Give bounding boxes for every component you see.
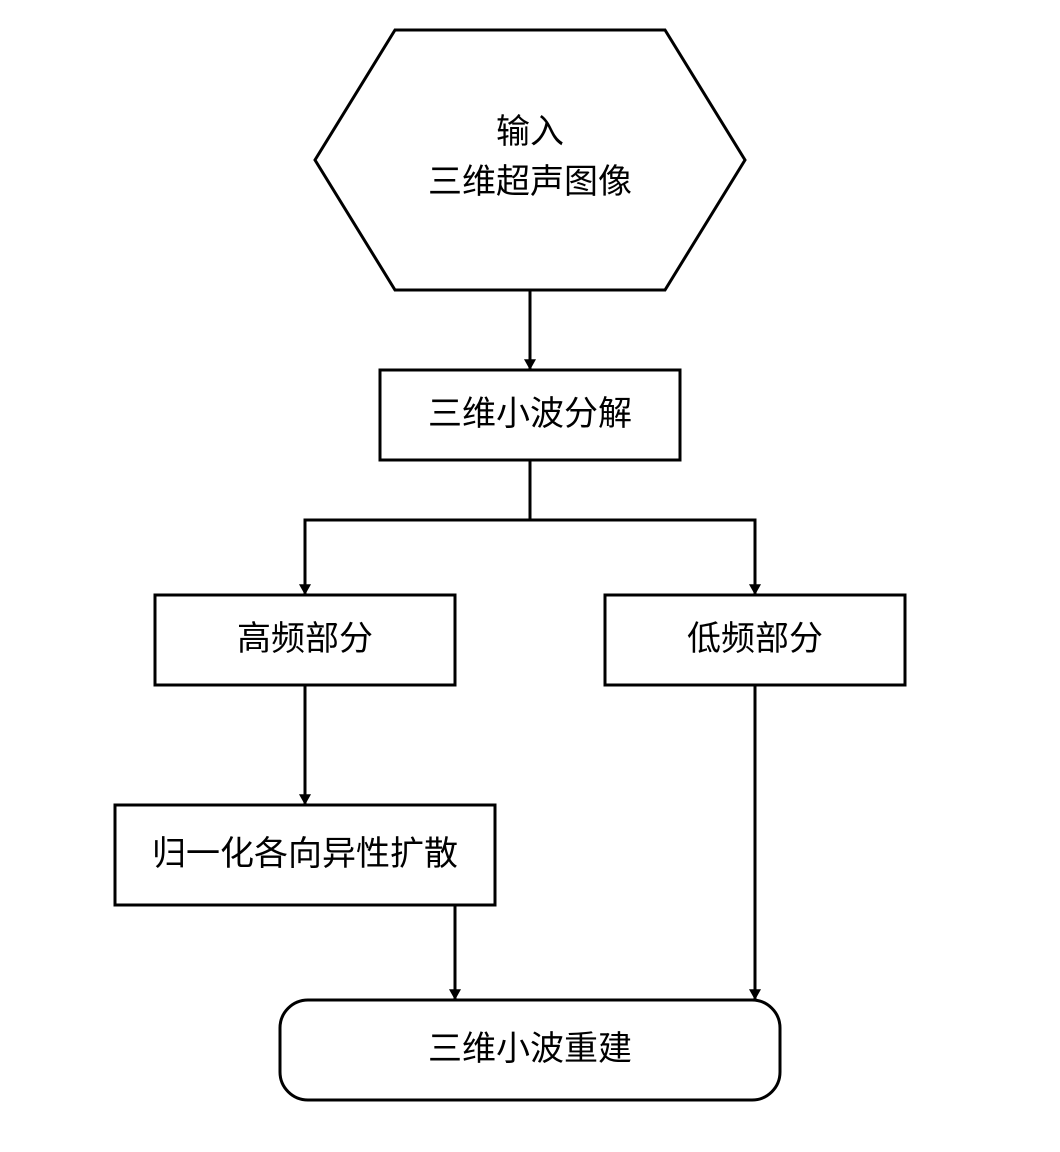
edge-decomp-high: [305, 460, 530, 595]
node-diffuse: 归一化各向异性扩散: [115, 805, 495, 905]
node-low: 低频部分: [605, 595, 905, 685]
node-input-label: 三维超声图像: [428, 163, 632, 201]
node-high: 高频部分: [155, 595, 455, 685]
node-diffuse-label: 归一化各向异性扩散: [152, 835, 458, 873]
nodes-layer: 输入三维超声图像三维小波分解高频部分 低频部分归一化各向异性扩散三维小波重建: [115, 30, 905, 1100]
node-high-label: 高频部分: [237, 620, 373, 658]
node-decomp: 三维小波分解: [380, 370, 680, 460]
node-rebuild-label: 三维小波重建: [428, 1030, 632, 1068]
edge-decomp-low: [530, 460, 755, 595]
node-decomp-label: 三维小波分解: [428, 395, 632, 433]
node-low-label: 低频部分: [687, 620, 823, 658]
node-input-shape: [315, 30, 745, 290]
node-rebuild: 三维小波重建: [280, 1000, 780, 1100]
node-input: 输入三维超声图像: [315, 30, 745, 290]
node-input-label: 输入: [496, 113, 564, 151]
